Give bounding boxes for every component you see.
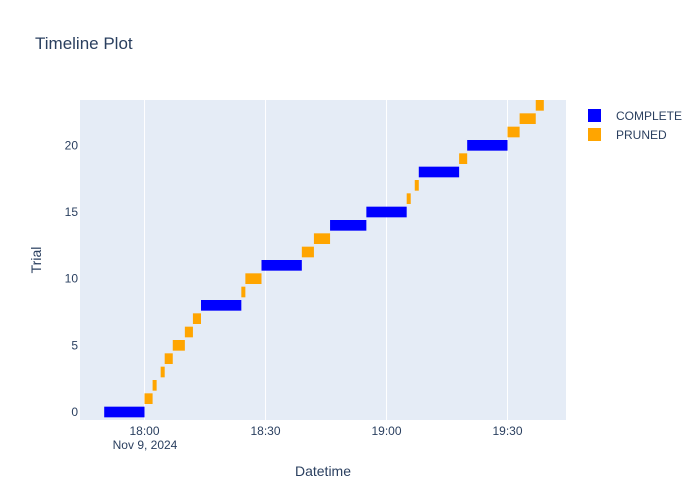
x-tick-label: 19:00 bbox=[372, 424, 402, 438]
x-axis-title: Datetime bbox=[295, 463, 351, 479]
chart-title: Timeline Plot bbox=[35, 34, 133, 53]
legend-swatch-complete bbox=[588, 109, 601, 122]
y-tick-label: 5 bbox=[71, 338, 78, 352]
bar-pruned-trial-3[interactable] bbox=[160, 366, 165, 378]
y-axis-title: Trial bbox=[28, 247, 44, 274]
bar-pruned-trial-19[interactable] bbox=[459, 153, 468, 164]
bar-pruned-trial-2[interactable] bbox=[152, 380, 157, 391]
y-tick-label: 20 bbox=[65, 138, 79, 152]
bar-complete-trial-11[interactable] bbox=[261, 260, 302, 271]
bar-pruned-trial-23[interactable] bbox=[535, 100, 544, 111]
bar-pruned-trial-22[interactable] bbox=[519, 113, 536, 124]
bar-pruned-trial-13[interactable] bbox=[313, 233, 331, 244]
x-axis-ticks: 18:00 18:30 19:00 19:30 bbox=[130, 424, 523, 438]
legend: COMPLETE PRUNED bbox=[588, 106, 682, 144]
legend-swatch-pruned bbox=[588, 128, 601, 141]
bar-complete-trial-18[interactable] bbox=[418, 166, 460, 178]
y-axis-ticks: 0 5 10 15 20 bbox=[65, 138, 79, 419]
legend-label-complete: COMPLETE bbox=[616, 108, 683, 123]
legend-item-complete[interactable]: COMPLETE bbox=[588, 106, 682, 125]
bar-pruned-trial-12[interactable] bbox=[301, 246, 314, 258]
y-tick-label: 15 bbox=[65, 205, 79, 219]
bar-pruned-trial-17[interactable] bbox=[414, 180, 419, 191]
bar-pruned-trial-16[interactable] bbox=[406, 193, 411, 204]
y-tick-label: 10 bbox=[65, 272, 79, 286]
bar-complete-trial-15[interactable] bbox=[366, 206, 407, 218]
bar-pruned-trial-7[interactable] bbox=[192, 313, 201, 324]
bar-pruned-trial-4[interactable] bbox=[164, 353, 173, 364]
bar-complete-trial-8[interactable] bbox=[200, 300, 242, 311]
y-tick-label: 0 bbox=[71, 405, 78, 419]
bar-pruned-trial-5[interactable] bbox=[172, 340, 185, 351]
x-tick-label: 18:30 bbox=[251, 424, 281, 438]
legend-item-pruned[interactable]: PRUNED bbox=[588, 125, 682, 144]
bar-pruned-trial-21[interactable] bbox=[507, 126, 520, 138]
bar-pruned-trial-1[interactable] bbox=[144, 393, 153, 404]
bar-pruned-trial-10[interactable] bbox=[245, 273, 262, 284]
bar-complete-trial-20[interactable] bbox=[467, 140, 508, 151]
x-axis-date-label: Nov 9, 2024 bbox=[113, 438, 178, 452]
bar-complete-trial-14[interactable] bbox=[330, 220, 367, 231]
x-tick-label: 19:30 bbox=[493, 424, 523, 438]
bar-pruned-trial-6[interactable] bbox=[184, 326, 193, 338]
bar-complete-trial-0[interactable] bbox=[104, 406, 145, 418]
legend-label-pruned: PRUNED bbox=[616, 127, 667, 142]
bars bbox=[104, 100, 544, 418]
bar-pruned-trial-9[interactable] bbox=[241, 286, 246, 298]
x-tick-label: 18:00 bbox=[130, 424, 160, 438]
